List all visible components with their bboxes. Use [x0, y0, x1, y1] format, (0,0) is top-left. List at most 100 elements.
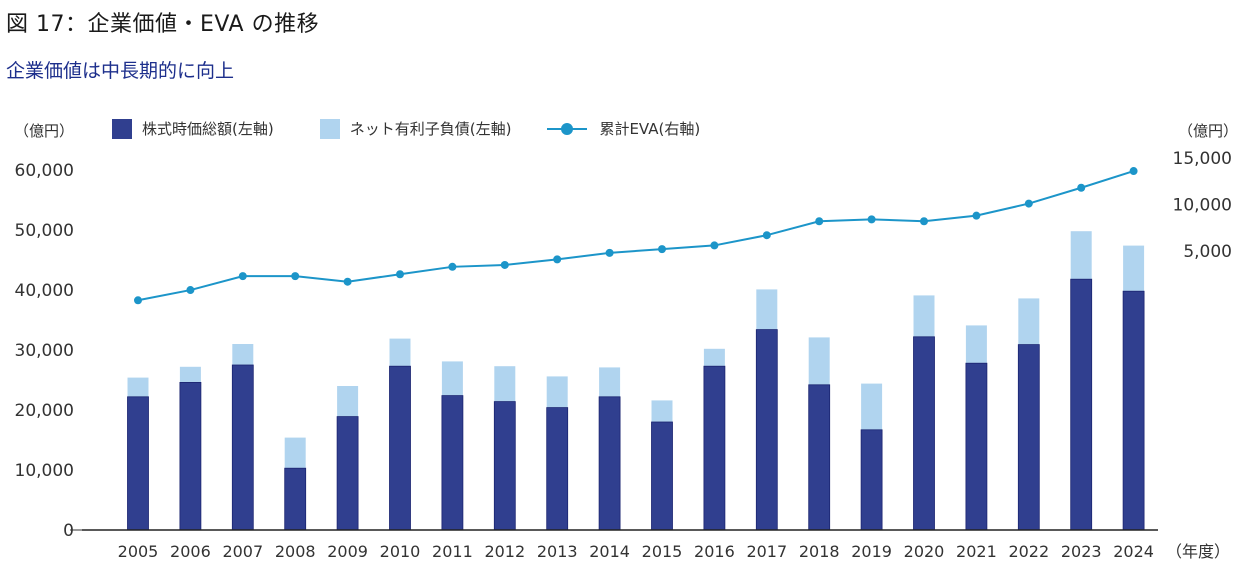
legend-swatch-net-debt — [319, 118, 340, 139]
bar-net-debt — [284, 437, 306, 469]
bar-market-cap — [1070, 278, 1093, 531]
x-tick-label: 2024 — [1113, 542, 1154, 561]
bar-net-debt — [127, 377, 149, 397]
legend: 株式時価総額(左軸) ネット有利子負債(左軸) 累計EVA(右軸) — [112, 118, 736, 139]
bar-market-cap — [755, 329, 778, 531]
x-tick-label: 2011 — [432, 542, 473, 561]
bar-market-cap — [441, 395, 464, 531]
bar-net-debt — [703, 348, 725, 367]
bar-market-cap — [127, 396, 149, 531]
legend-item-net-debt: ネット有利子負債(左軸) — [319, 118, 512, 139]
bar-market-cap — [651, 421, 673, 531]
x-axis-unit-label: （年度） — [1166, 542, 1230, 561]
legend-item-eva: 累計EVA(右軸) — [547, 118, 700, 139]
y2-tick-label: 15,000 — [1173, 149, 1232, 169]
legend-label-net-debt: ネット有利子負債(左軸) — [349, 120, 512, 138]
bar-market-cap — [336, 416, 359, 531]
bar-net-debt — [1018, 298, 1040, 345]
legend-swatch-market-cap — [112, 118, 132, 139]
bar-market-cap — [913, 336, 935, 531]
bar-net-debt — [651, 400, 673, 422]
y-tick-label: 60,000 — [15, 161, 74, 181]
bar-net-debt — [1123, 245, 1145, 292]
y-tick-label: 30,000 — [15, 341, 74, 361]
figure-title: 図 17：企業価値・EVA の推移 — [6, 12, 320, 37]
x-tick-label: 2008 — [275, 542, 316, 561]
left-axis-unit: （億円） — [14, 122, 75, 140]
bar-market-cap — [284, 467, 307, 531]
bar-market-cap — [493, 401, 516, 531]
legend-line-marker-icon — [547, 119, 588, 139]
eva-point — [134, 296, 142, 305]
bar-net-debt — [441, 361, 463, 396]
legend-item-market-cap: 株式時価総額(左軸) — [112, 118, 274, 139]
x-tick-label: 2020 — [904, 542, 945, 561]
bar-net-debt — [232, 344, 254, 365]
bar-net-debt — [389, 338, 411, 367]
eva-point — [920, 217, 928, 226]
y-tick-label: 10,000 — [15, 461, 74, 481]
eva-point — [605, 248, 614, 257]
bar-net-debt — [808, 337, 830, 385]
bar-net-debt — [494, 366, 516, 402]
x-tick-label: 2009 — [327, 542, 368, 561]
x-tick-label: 2014 — [589, 542, 630, 561]
bar-market-cap — [231, 364, 254, 531]
bar-net-debt — [756, 289, 778, 330]
figure-subtitle: 企業価値は中長期的に向上 — [6, 60, 235, 82]
x-tick-label: 2010 — [380, 542, 421, 561]
eva-point — [1129, 167, 1138, 176]
legend-label-eva: 累計EVA(右軸) — [599, 120, 701, 138]
x-tick-label: 2007 — [222, 542, 263, 561]
bar-net-debt — [337, 386, 359, 417]
x-tick-label: 2015 — [642, 542, 683, 561]
eva-point — [291, 272, 300, 281]
y-tick-label: 0 — [63, 521, 74, 541]
bar-net-debt — [1070, 231, 1092, 280]
bar-net-debt — [913, 295, 935, 337]
legend-label-market-cap: 株式時価総額(左軸) — [142, 120, 274, 138]
x-tick-label: 2013 — [537, 542, 578, 561]
eva-point — [448, 262, 457, 271]
eva-point — [710, 241, 719, 250]
bar-market-cap — [1017, 344, 1040, 531]
eva-point — [867, 215, 876, 224]
eva-point — [658, 245, 666, 254]
eva-point — [553, 255, 562, 264]
x-tick-label: 2017 — [746, 542, 787, 561]
eva-point — [1024, 199, 1033, 208]
x-tick-label: 2022 — [1008, 542, 1049, 561]
bar-net-debt — [179, 366, 201, 383]
y-tick-label: 40,000 — [15, 281, 74, 301]
bar-market-cap — [965, 362, 988, 531]
y2-tick-label: 10,000 — [1173, 196, 1232, 216]
bar-market-cap — [703, 365, 726, 531]
bar-market-cap — [808, 384, 831, 531]
x-tick-label: 2023 — [1061, 542, 1102, 561]
y-tick-label: 50,000 — [15, 221, 74, 241]
x-tick-label: 2005 — [118, 542, 159, 561]
eva-point — [1077, 183, 1086, 192]
eva-point — [815, 217, 824, 226]
right-axis-unit: （億円） — [1178, 122, 1239, 140]
bar-net-debt — [599, 367, 621, 397]
bar-market-cap — [1122, 290, 1145, 531]
bar-market-cap — [389, 365, 411, 531]
x-tick-label: 2019 — [851, 542, 892, 561]
bar-market-cap — [860, 429, 883, 531]
bar-net-debt — [965, 325, 987, 364]
eva-point — [762, 231, 771, 240]
bar-net-debt — [861, 383, 883, 430]
x-tick-label: 2018 — [799, 542, 840, 561]
x-tick-label: 2006 — [170, 542, 211, 561]
y2-tick-label: 5,000 — [1183, 242, 1232, 262]
x-tick-label: 2016 — [694, 542, 735, 561]
bar-market-cap — [546, 407, 569, 531]
eva-point — [972, 211, 981, 220]
bar-net-debt — [546, 376, 568, 408]
eva-point — [500, 260, 509, 269]
bar-market-cap — [179, 381, 202, 531]
x-tick-label: 2021 — [956, 542, 997, 561]
eva-point — [396, 270, 404, 279]
